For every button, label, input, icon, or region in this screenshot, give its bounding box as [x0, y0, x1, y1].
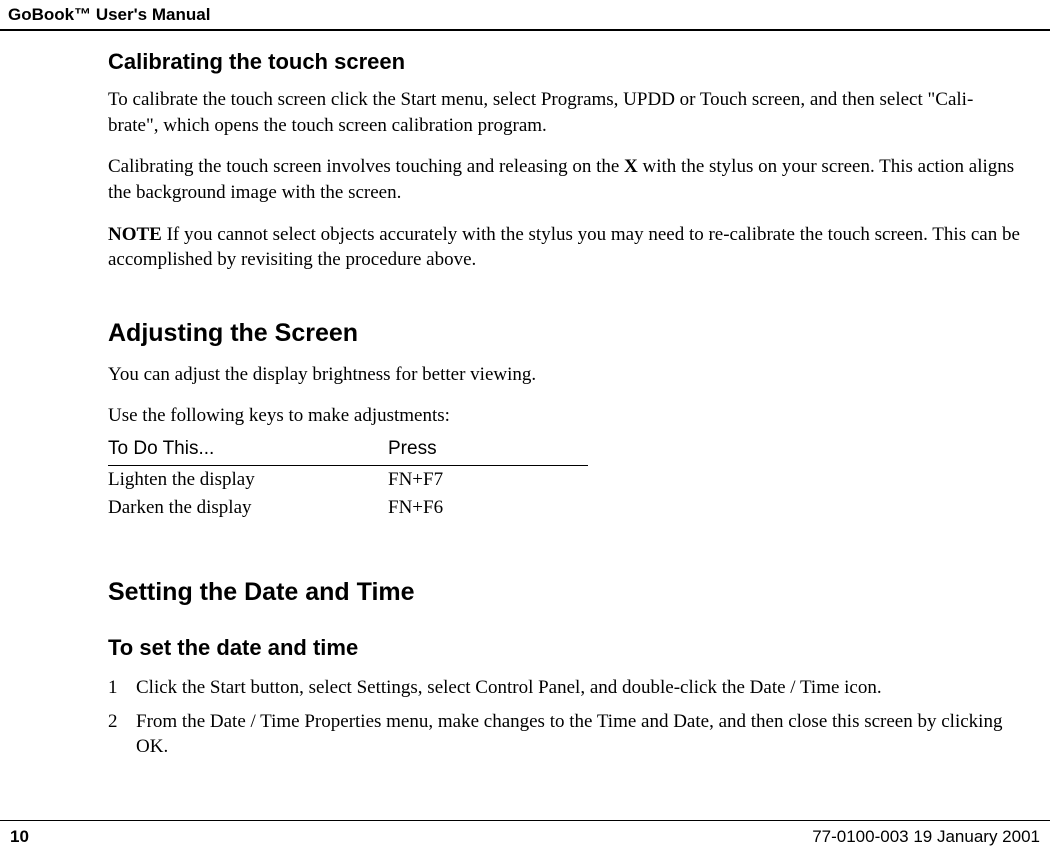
step-text: Click the Start button, select Settings,… — [136, 675, 1022, 701]
step-text: From the Date / Time Properties menu, ma… — [136, 709, 1022, 760]
table-header-row: To Do This... Press — [108, 435, 588, 466]
section-calibrating: Calibrating the touch screen To calibrat… — [108, 49, 1022, 273]
table-cell-action: Lighten the display — [108, 466, 388, 495]
text: To calibrate the touch screen click the … — [108, 89, 973, 110]
page-header: GoBook™ User's Manual — [0, 0, 1050, 31]
calibrating-note: NOTE If you cannot select objects accura… — [108, 222, 1022, 273]
section-adjusting: Adjusting the Screen You can adjust the … — [108, 319, 1022, 522]
page-content: Calibrating the touch screen To calibrat… — [0, 31, 1050, 760]
table-cell-action: Darken the display — [108, 494, 388, 522]
adjusting-p1: You can adjust the display brightness fo… — [108, 362, 1022, 388]
adjust-table: To Do This... Press Lighten the display … — [108, 435, 588, 522]
step-number: 2 — [108, 709, 136, 760]
calibrating-p1: To calibrate the touch screen click the … — [108, 87, 1022, 138]
list-item: 1 Click the Start button, select Setting… — [108, 675, 1022, 701]
calibrating-p2: Calibrating the touch screen involves to… — [108, 154, 1022, 205]
table-cell-key: FN+F7 — [388, 466, 588, 495]
steps-list: 1 Click the Start button, select Setting… — [108, 675, 1022, 760]
table-row: Lighten the display FN+F7 — [108, 466, 588, 495]
step-number: 1 — [108, 675, 136, 701]
page-number: 10 — [10, 827, 29, 847]
table-cell-key: FN+F6 — [388, 494, 588, 522]
section-datetime: Setting the Date and Time To set the dat… — [108, 578, 1022, 760]
table-header-key: Press — [388, 435, 588, 466]
adjusting-p2: Use the following keys to make adjustmen… — [108, 403, 1022, 429]
page-footer: 10 77-0100-003 19 January 2001 — [0, 820, 1050, 847]
table-row: Darken the display FN+F6 — [108, 494, 588, 522]
table-header-action: To Do This... — [108, 435, 388, 466]
list-item: 2 From the Date / Time Properties menu, … — [108, 709, 1022, 760]
manual-title: GoBook™ User's Manual — [8, 5, 210, 24]
note-label: NOTE — [108, 224, 162, 245]
heading-datetime: Setting the Date and Time — [108, 578, 1022, 607]
text: If you cannot select objects accurately … — [108, 224, 1020, 271]
doc-reference: 77-0100-003 19 January 2001 — [812, 827, 1040, 847]
heading-calibrating: Calibrating the touch screen — [108, 49, 1022, 75]
text: Calibrating the touch screen involves to… — [108, 156, 624, 177]
text: brate", which opens the touch screen cal… — [108, 115, 547, 136]
heading-adjusting: Adjusting the Screen — [108, 319, 1022, 348]
bold-x: X — [624, 156, 638, 177]
subheading-datetime: To set the date and time — [108, 635, 1022, 661]
